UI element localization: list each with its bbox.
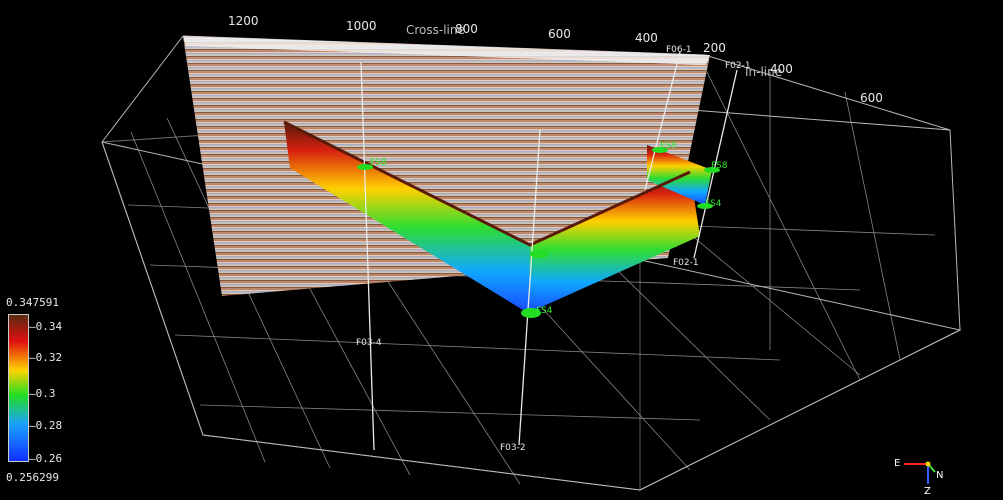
well-trajectory [644,51,681,191]
colorbar-min-label: 0.256299 [6,471,59,484]
crossline-tick: 800 [455,22,478,36]
marker-disc [704,167,720,173]
marker-label: FS8 [370,158,387,168]
crossline-tick: 1000 [346,19,377,33]
wells [360,51,738,451]
colorbar-tick: –0.32 [29,351,63,364]
crossline-tick: 1200 [228,14,259,28]
well-trajectory [693,69,738,259]
well-label: F02-1 [673,258,699,268]
marker-label: FS4 [705,199,722,209]
well-label: F03-4 [356,338,382,348]
marker-disc [697,203,713,209]
colorbar-tick: –0.34 [29,320,63,333]
crossline-tick: 200 [703,41,726,55]
crossline-axis-title: Cross-line [406,23,465,37]
well-label: F02-1 [725,61,751,71]
color-bar: 0.347591 –0.34 –0.32 –0.3 –0.28 –0.26 0.… [0,296,80,486]
inline-tick: 600 [860,91,883,105]
crossline-tick: 600 [548,27,571,41]
colorbar-tick: –0.28 [29,419,63,432]
marker-disc [530,250,548,258]
colorbar-tick: –0.3 [29,387,56,400]
compass-north-label: N [936,470,943,481]
colorbar-gradient [8,314,29,462]
marker-label: FS8 [711,161,728,171]
inline-tick: 400 [770,62,793,76]
colorbar-tick: –0.26 [29,452,63,465]
marker-disc [357,164,373,170]
well-label: F03-2 [500,443,526,453]
colorbar-max-label: 0.347591 [6,296,59,309]
attribute-fence-section[interactable] [283,120,712,313]
crossline-tick: 400 [635,31,658,45]
compass-z-label: Z [924,486,931,497]
marker-discs [357,147,720,318]
marker-disc [652,147,668,153]
marker-label: FS8 [660,141,677,151]
inline-axis-title: In-line [745,65,782,79]
compass-east-label: E [894,458,900,469]
well-label: F06-1 [666,45,692,55]
well-trajectory [518,129,541,446]
marker-label: FS8 [541,244,558,254]
orientation-compass[interactable]: E N Z [890,452,950,498]
well-trajectory [360,61,375,451]
marker-disc [521,308,541,318]
marker-label: FS4 [536,306,553,316]
